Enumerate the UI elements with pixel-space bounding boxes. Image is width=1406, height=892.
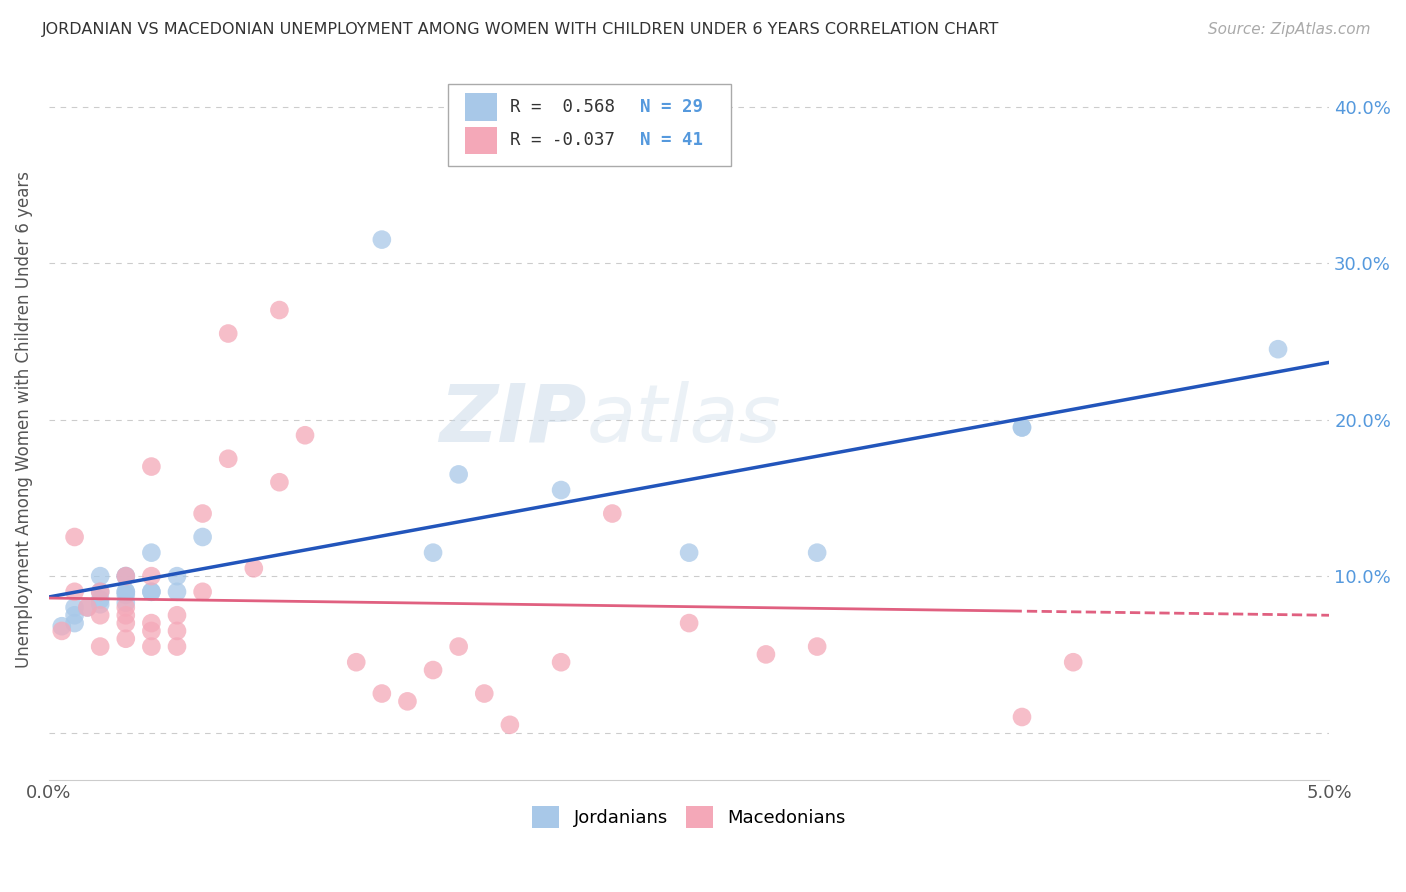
Point	[114, 596, 136, 610]
Point	[141, 459, 163, 474]
Point	[114, 584, 136, 599]
Point	[269, 303, 291, 318]
Point	[371, 686, 394, 700]
Point	[114, 600, 136, 615]
Point	[63, 584, 86, 599]
Point	[63, 600, 86, 615]
Point	[76, 600, 98, 615]
Point	[166, 608, 188, 623]
Point	[114, 632, 136, 646]
Point	[217, 451, 239, 466]
Point	[141, 546, 163, 560]
Point	[447, 467, 470, 482]
Point	[600, 507, 623, 521]
Point	[1011, 420, 1033, 434]
Point	[141, 616, 163, 631]
Point	[89, 597, 111, 611]
Text: R =  0.568: R = 0.568	[510, 98, 614, 116]
Point	[294, 428, 316, 442]
Point	[166, 569, 188, 583]
Point	[550, 655, 572, 669]
Point	[114, 584, 136, 599]
Point	[550, 483, 572, 497]
Point	[89, 608, 111, 623]
Point	[114, 608, 136, 623]
Point	[141, 569, 163, 583]
Point	[114, 588, 136, 602]
Point	[89, 569, 111, 583]
Point	[166, 584, 188, 599]
Text: atlas: atlas	[586, 381, 782, 458]
Point	[114, 569, 136, 583]
Point	[269, 475, 291, 490]
Point	[89, 584, 111, 599]
Point	[371, 233, 394, 247]
Point	[217, 326, 239, 341]
Point	[141, 584, 163, 599]
Point	[678, 616, 700, 631]
Point	[678, 546, 700, 560]
Bar	[465, 127, 498, 154]
Point	[89, 584, 111, 599]
Point	[806, 640, 828, 654]
Point	[51, 619, 73, 633]
Point	[1267, 342, 1289, 356]
Text: N = 29: N = 29	[641, 98, 703, 116]
Text: N = 41: N = 41	[641, 131, 703, 149]
Point	[166, 624, 188, 638]
Legend: Jordanians, Macedonians: Jordanians, Macedonians	[524, 799, 853, 836]
Point	[422, 663, 444, 677]
Point	[63, 616, 86, 631]
Point	[243, 561, 266, 575]
Point	[422, 546, 444, 560]
Point	[1011, 420, 1033, 434]
Text: ZIP: ZIP	[439, 381, 586, 458]
Point	[76, 600, 98, 615]
Point	[166, 640, 188, 654]
FancyBboxPatch shape	[449, 84, 731, 166]
Text: Source: ZipAtlas.com: Source: ZipAtlas.com	[1208, 22, 1371, 37]
Point	[89, 592, 111, 607]
Text: R = -0.037: R = -0.037	[510, 131, 614, 149]
Point	[1062, 655, 1084, 669]
Point	[806, 546, 828, 560]
Text: JORDANIAN VS MACEDONIAN UNEMPLOYMENT AMONG WOMEN WITH CHILDREN UNDER 6 YEARS COR: JORDANIAN VS MACEDONIAN UNEMPLOYMENT AMO…	[42, 22, 1000, 37]
Point	[51, 624, 73, 638]
Point	[114, 616, 136, 631]
Point	[89, 640, 111, 654]
Point	[472, 686, 495, 700]
Point	[63, 530, 86, 544]
Point	[191, 507, 214, 521]
Point	[344, 655, 367, 669]
Point	[1011, 710, 1033, 724]
Point	[447, 640, 470, 654]
Y-axis label: Unemployment Among Women with Children Under 6 years: Unemployment Among Women with Children U…	[15, 171, 32, 668]
Point	[191, 584, 214, 599]
Point	[755, 648, 778, 662]
Point	[141, 640, 163, 654]
Point	[191, 530, 214, 544]
Point	[141, 584, 163, 599]
Bar	[465, 94, 498, 120]
Point	[499, 718, 522, 732]
Point	[141, 624, 163, 638]
Point	[396, 694, 419, 708]
Point	[114, 569, 136, 583]
Point	[114, 569, 136, 583]
Point	[63, 608, 86, 623]
